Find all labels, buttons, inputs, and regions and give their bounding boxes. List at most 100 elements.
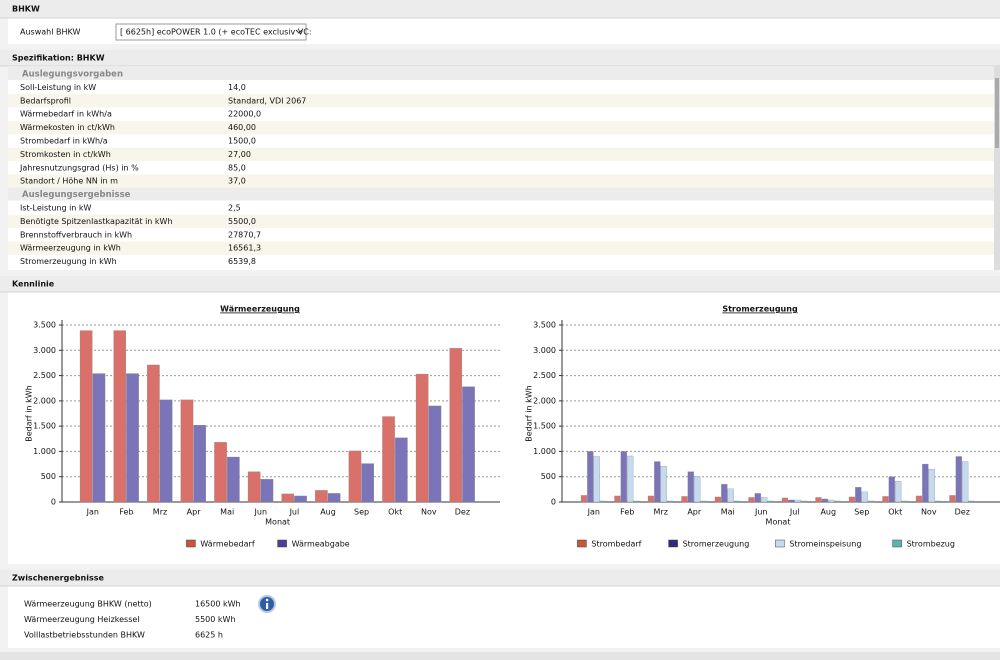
bar — [193, 424, 207, 503]
section-title: Spezifikation: BHKW — [12, 54, 105, 63]
legend-label: Wärmebedarf — [200, 540, 254, 549]
row-bg — [8, 147, 994, 162]
bar — [895, 481, 902, 503]
result-label: Wärmeerzeugung Heizkessel — [24, 615, 140, 624]
y-tick-label: 3.000 — [33, 346, 56, 355]
bar — [700, 500, 707, 503]
x-tick-label: Aug — [320, 508, 336, 517]
panel — [8, 292, 1000, 564]
bar — [580, 495, 588, 503]
result-label: Wärmeerzeugung BHKW (netto) — [24, 600, 152, 609]
bar — [888, 476, 895, 503]
bar — [848, 496, 856, 503]
result-label: Volllastbetriebsstunden BHKW — [24, 631, 145, 640]
info-i — [266, 603, 269, 609]
x-tick-label: Sep — [354, 508, 369, 517]
row-value: 5500,0 — [228, 217, 256, 226]
x-tick-label: Apr — [687, 508, 702, 517]
section-bar — [0, 276, 1000, 292]
row-value: 16561,3 — [228, 244, 261, 253]
info-dot — [265, 598, 269, 602]
row-label: Wärmekosten in ct/kWh — [20, 123, 115, 132]
y-tick-label: 2.000 — [33, 396, 56, 405]
bar — [599, 500, 607, 503]
bar — [113, 330, 127, 503]
row-bg — [8, 120, 994, 135]
section-bar — [0, 570, 1000, 586]
x-tick-label: Feb — [119, 508, 133, 517]
bar — [227, 456, 240, 503]
bar — [821, 498, 828, 503]
legend-swatch — [775, 539, 785, 548]
bar — [159, 399, 173, 503]
bar — [968, 500, 975, 503]
scroll-thumb[interactable] — [995, 78, 999, 148]
bar — [315, 490, 328, 503]
row-value: 27870,7 — [228, 230, 261, 239]
bar — [348, 450, 362, 503]
bar — [882, 496, 889, 503]
y-tick-label: 0 — [551, 498, 556, 507]
bar — [694, 476, 701, 503]
bar — [214, 442, 227, 503]
section-title: BHKW — [12, 5, 40, 14]
x-tick-label: Jan — [587, 508, 600, 517]
row-value: 14,0 — [228, 83, 246, 92]
legend-label: Wärmeabgabe — [292, 540, 350, 549]
row-label: Stromkosten in ct/kWh — [20, 150, 111, 159]
x-tick-label: Mrz — [654, 508, 668, 517]
row-value: Standard, VDI 2067 — [228, 96, 306, 105]
select-value[interactable]: [ 6625h] ecoPOWER 1.0 (+ ecoTEC exclusiv… — [120, 28, 312, 37]
bar — [714, 496, 722, 503]
bar — [721, 484, 728, 503]
row-label: Ist-Leistung in kW — [20, 204, 92, 213]
row-label: Stromerzeugung in kWh — [20, 257, 117, 266]
row-label: Soll-Leistung in kW — [20, 83, 96, 92]
bar — [901, 500, 908, 503]
bar — [666, 500, 674, 503]
bar — [633, 500, 640, 503]
status-bar — [0, 652, 1000, 660]
bar — [681, 496, 688, 503]
y-tick-label: 3.000 — [533, 346, 556, 355]
row-bg — [8, 94, 994, 108]
select-box[interactable] — [115, 23, 307, 41]
row-label: Wärmeerzeugung in kWh — [20, 244, 121, 253]
bar — [855, 487, 862, 503]
x-tick-label: Jun — [754, 508, 768, 517]
y-tick-label: 2.500 — [533, 371, 556, 380]
chart-title: Wärmeerzeugung — [220, 305, 300, 314]
legend-label: Stromeinspeisung — [789, 540, 861, 549]
bar — [962, 461, 969, 503]
y-tick-label: 1.500 — [33, 422, 56, 431]
y-tick-label: 1.500 — [533, 422, 556, 431]
row-label: Brennstoffverbrauch in kWh — [20, 230, 132, 239]
x-tick-label: Nov — [421, 508, 437, 517]
result-value: 6625 h — [195, 631, 223, 640]
x-tick-label: Nov — [921, 508, 937, 517]
bar — [79, 330, 93, 503]
bar — [867, 500, 875, 503]
legend-swatch — [668, 539, 678, 548]
bar — [928, 468, 935, 503]
section-bar — [0, 0, 1000, 18]
bar — [260, 479, 274, 503]
bar — [281, 493, 295, 503]
section-title: Zwischenergebnisse — [12, 574, 104, 583]
bar — [934, 500, 942, 503]
bar — [660, 465, 667, 503]
bar — [327, 493, 341, 503]
bar — [788, 499, 795, 503]
bar — [147, 364, 160, 503]
section-bar — [0, 50, 1000, 66]
bar — [382, 416, 395, 503]
row-label: Jahresnutzungsgrad (Hs) in % — [19, 163, 139, 172]
legend-label: Strombezug — [907, 540, 955, 549]
bar — [247, 471, 261, 503]
x-tick-label: Jan — [86, 508, 99, 517]
x-tick-label: Jun — [254, 508, 268, 517]
row-label: Bedarfsprofil — [20, 96, 71, 105]
x-tick-label: Apr — [187, 508, 202, 517]
bar — [654, 461, 661, 503]
row-label: Benötigte Spitzenlastkapazität in kWh — [20, 217, 173, 226]
